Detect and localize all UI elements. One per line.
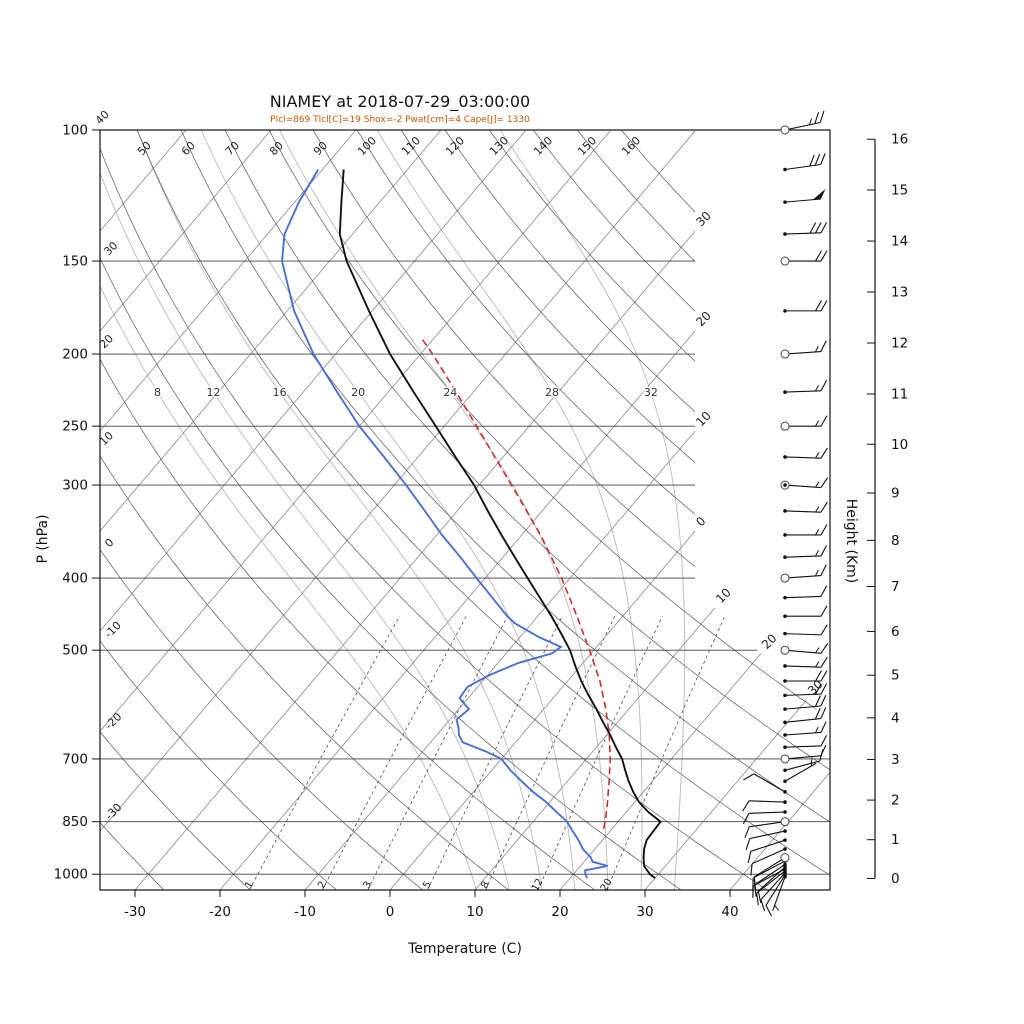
temperature-tick-label: 20 bbox=[551, 904, 568, 920]
dry-adiabat-label: 90 bbox=[311, 139, 330, 158]
isotherm-label: 0 bbox=[693, 514, 708, 529]
dry-adiabat-label: 100 bbox=[355, 134, 379, 158]
pressure-tick-label: 150 bbox=[62, 254, 88, 270]
dry-adiabat-label: 150 bbox=[575, 134, 599, 158]
height-tick-label: 4 bbox=[891, 710, 900, 726]
dry-adiabat-label: 110 bbox=[399, 134, 423, 158]
dry-adiabat-label: 30 bbox=[101, 239, 120, 258]
profile-traces bbox=[281, 169, 662, 879]
pressure-tick-label: 500 bbox=[62, 643, 88, 659]
height-tick-label: 5 bbox=[891, 668, 900, 684]
moist-adiabat-label: 8 bbox=[154, 386, 161, 399]
pressure-tick-label: 400 bbox=[62, 571, 88, 587]
dry-adiabat-label: -10 bbox=[102, 619, 124, 641]
height-tick-label: 9 bbox=[891, 485, 900, 501]
wind-barbs bbox=[742, 110, 829, 917]
height-tick-label: 13 bbox=[891, 285, 908, 301]
grid-lines bbox=[100, 130, 830, 890]
temperature-tick-label: -20 bbox=[209, 904, 231, 920]
height-tick-label: 8 bbox=[891, 533, 900, 549]
mixing-ratio-label: 1 bbox=[243, 880, 256, 891]
pressure-tick-label: 700 bbox=[62, 751, 88, 767]
temperature-axis-label: Temperature (C) bbox=[408, 941, 522, 957]
dewpoint-line bbox=[281, 169, 608, 879]
dry-adiabat-label: -20 bbox=[103, 710, 125, 732]
mixing-ratio-label: 3 bbox=[361, 880, 374, 891]
height-tick-label: 0 bbox=[891, 871, 900, 887]
isotherm-label: 10 bbox=[713, 585, 734, 606]
height-tick-label: 12 bbox=[891, 336, 908, 352]
chart-title: NIAMEY at 2018-07-29_03:00:00 bbox=[269, 92, 531, 111]
isotherm-label: 30 bbox=[693, 209, 714, 230]
pressure-tick-label: 200 bbox=[62, 347, 88, 363]
dry-adiabat-label: 0 bbox=[102, 536, 116, 550]
dry-adiabat-label: 60 bbox=[179, 139, 198, 158]
height-tick-label: 11 bbox=[891, 386, 908, 402]
moist-adiabat-label: 16 bbox=[273, 386, 287, 399]
height-tick-label: 3 bbox=[891, 752, 900, 768]
temperature-tick-label: -10 bbox=[294, 904, 316, 920]
dry-adiabat-label: 40 bbox=[93, 108, 112, 127]
moist-adiabat-label: 32 bbox=[644, 386, 658, 399]
mixing-ratio-label: 8 bbox=[479, 880, 492, 891]
height-tick-label: 6 bbox=[891, 624, 900, 640]
parcel-ascent-line bbox=[420, 337, 612, 829]
dry-adiabat-label: 50 bbox=[135, 139, 154, 158]
dry-adiabat-label: 70 bbox=[223, 139, 242, 158]
isotherm-label: 20 bbox=[759, 631, 780, 652]
height-tick-label: 1 bbox=[891, 832, 900, 848]
mixing-ratio-label: 20 bbox=[599, 877, 615, 894]
stability-indices-line: Plcl=869 Tlcl[C]=19 Shox=-2 Pwat[cm]=4 C… bbox=[270, 115, 530, 125]
mixing-ratio-label: 12 bbox=[530, 877, 546, 894]
dry-adiabat-label: 120 bbox=[443, 134, 467, 158]
dry-adiabat-label: 80 bbox=[267, 139, 286, 158]
pressure-tick-label: 850 bbox=[62, 814, 88, 830]
dry-adiabat-label: 160 bbox=[619, 134, 643, 158]
moist-adiabat-label: 28 bbox=[545, 386, 559, 399]
temperature-tick-label: -30 bbox=[124, 904, 146, 920]
temperature-tick-label: 30 bbox=[636, 904, 653, 920]
height-tick-label: 16 bbox=[891, 132, 908, 148]
isotherm-label: 20 bbox=[693, 309, 714, 330]
pressure-tick-label: 300 bbox=[62, 478, 88, 494]
temperature-tick-label: 0 bbox=[386, 904, 395, 920]
isotherm-label: 10 bbox=[693, 409, 714, 430]
height-tick-label: 2 bbox=[891, 793, 900, 809]
temperature-tick-label: 40 bbox=[721, 904, 738, 920]
pressure-tick-label: 1000 bbox=[54, 867, 88, 883]
mixing-ratio-label: 5 bbox=[421, 880, 434, 891]
height-tick-label: 10 bbox=[891, 437, 908, 453]
moist-adiabat-label: 20 bbox=[351, 386, 365, 399]
temperature-tick-label: 10 bbox=[466, 904, 483, 920]
height-tick-label: 15 bbox=[891, 183, 908, 199]
height-tick-label: 14 bbox=[891, 234, 908, 250]
pressure-tick-label: 100 bbox=[62, 123, 88, 139]
moist-adiabat-label: 12 bbox=[207, 386, 221, 399]
temperature-line bbox=[338, 169, 662, 879]
dry-adiabat-label: -30 bbox=[103, 801, 125, 823]
height-tick-label: 7 bbox=[891, 579, 900, 595]
pressure-tick-label: 250 bbox=[62, 419, 88, 435]
moist-adiabat-label: 24 bbox=[443, 386, 457, 399]
dry-adiabat-label: 140 bbox=[531, 134, 555, 158]
mixing-ratio-label: 2 bbox=[316, 880, 329, 891]
